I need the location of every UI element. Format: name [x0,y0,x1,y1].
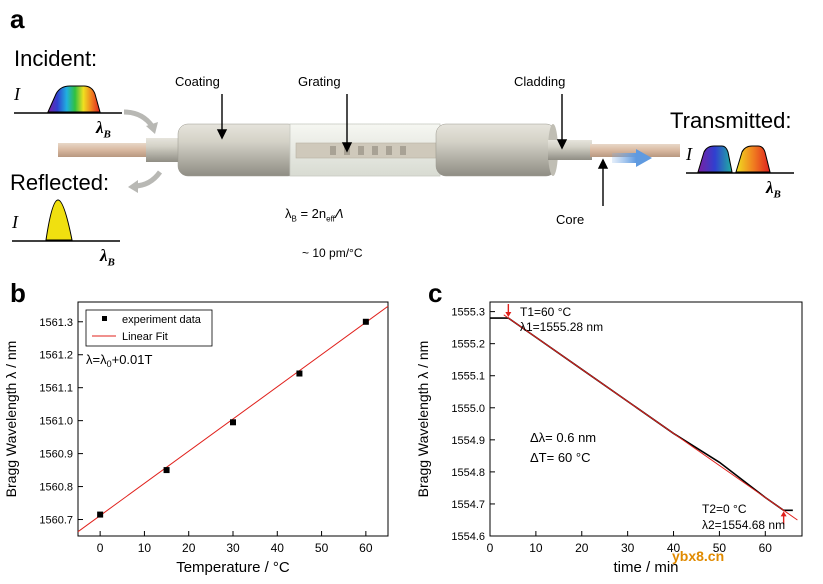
reflected-label: Reflected: [10,170,110,195]
b-data-point [163,467,170,474]
b-y-tick-label: 1560.8 [39,482,73,494]
b-legend: experiment data Linear Fit [85,309,213,347]
c-x-tick-label: 40 [667,541,681,555]
panel-a-letter: a [10,4,25,34]
panel-c-letter: c [428,278,443,308]
b-y-tick-label: 1560.9 [39,449,73,461]
c-x-tick-label: 20 [575,541,589,555]
b-x-tick-label: 60 [359,541,373,555]
c-y-tick-label: 1554.6 [451,531,485,543]
c-y-tick-label: 1555.2 [451,339,485,351]
incident-label: Incident: [14,46,98,71]
coating-cylinder [177,123,299,177]
transmitted-lambda-label: λB [766,178,781,201]
c-l2-label: λ2=1554.68 nm [702,518,785,532]
b-y-tick-label: 1561.2 [39,350,73,362]
c-x-tick-label: 50 [713,541,727,555]
b-x-tick-label: 0 [97,541,104,555]
transmitted-beam-arrow [612,149,652,167]
b-data-point [230,419,236,426]
c-y-tick-label: 1554.9 [451,435,485,447]
incident-spectrum [14,85,122,114]
incident-lambda-label: λB [96,118,111,141]
incident-curved-arrow [123,109,155,128]
reflected-intensity-symbol: I [12,212,18,232]
b-data-point [97,511,104,518]
core-label: Core [556,212,585,227]
transmitted-spectrum [686,145,794,174]
panel-b-letter: b [10,278,26,308]
input-cladding-stub [146,138,182,162]
c-x-tick-label: 0 [487,541,494,555]
c-t2-label: T2=0 °C [702,502,747,516]
bragg-equation: λB = 2neffΛ [285,206,344,224]
grating-core [295,142,437,159]
cladding-cylinder [435,123,557,177]
c-t2-marker-head [780,511,787,517]
watermark: ybx8.cn [672,548,725,564]
b-legend-fit-label: Linear Fit [122,331,168,343]
output-cladding-stub [548,140,592,160]
c-x-tick-label: 30 [621,541,635,555]
b-x-tick-label: 20 [182,541,196,555]
c-x-tick-label: 60 [759,541,773,555]
coating-label: Coating [175,74,220,89]
c-l1-label: λ1=1555.28 nm [520,320,603,334]
b-x-tick-label: 50 [315,541,329,555]
c-x-tick-label: 10 [529,541,543,555]
c-t1-marker-head [505,312,512,318]
c-y-tick-label: 1555.3 [451,307,485,319]
c-t1-label: T1=60 °C [520,305,571,319]
c-y-tick-label: 1555.1 [451,371,485,383]
c-y-tick-label: 1555.0 [451,403,485,415]
sensitivity-label: ~ 10 pm/°C [302,246,363,260]
b-data-point [296,370,303,377]
transmitted-intensity-symbol: I [686,144,692,164]
cladding-label: Cladding [514,74,566,89]
c-y-tick-label: 1554.8 [451,467,485,479]
input-fiber [58,143,150,157]
grating-label: Grating [298,74,341,89]
c-x-axis-label: time / min [613,559,678,576]
b-x-tick-label: 10 [138,541,152,555]
b-linear-fit-line [77,305,389,533]
c-y-axis-label: Bragg Wavelength λ / nm [415,341,431,498]
c-fit-line [503,314,798,521]
c-delta-t-label: ΔT= 60 °C [530,450,591,465]
b-fit-equation: λ=λ0+0.01T [86,352,153,369]
b-y-tick-label: 1561.3 [39,317,73,329]
c-y-tick-label: 1554.7 [451,499,485,511]
b-x-tick-label: 30 [226,541,240,555]
b-y-tick-label: 1560.7 [39,515,73,527]
panel-b-chart: 0 10 20 30 40 50 60 1560.7 1560.8 1560.9 1561.0 156… [3,301,389,576]
fiber-diagram [12,85,794,242]
c-measured-line [490,317,793,512]
b-y-tick-label: 1561.0 [39,416,73,428]
b-x-tick-label: 40 [271,541,285,555]
c-delta-lambda-label: Δλ= 0.6 nm [530,430,596,445]
incident-intensity-symbol: I [14,84,20,104]
b-legend-marker [102,316,107,321]
b-data-point [362,318,369,325]
b-x-axis-label: Temperature / °C [176,559,290,576]
reflected-spectrum [12,199,120,242]
b-y-axis-label: Bragg Wavelength λ / nm [3,341,19,498]
c-plot-frame [489,301,803,537]
b-y-tick-label: 1561.1 [39,383,73,395]
transmitted-label: Transmitted: [670,108,792,133]
b-legend-data-label: experiment data [122,314,202,326]
reflected-lambda-label: λB [100,246,115,269]
panel-c-chart: 0 10 20 30 40 50 60 1554.6 1554.7 1554.8 1554.9 155… [415,301,803,576]
